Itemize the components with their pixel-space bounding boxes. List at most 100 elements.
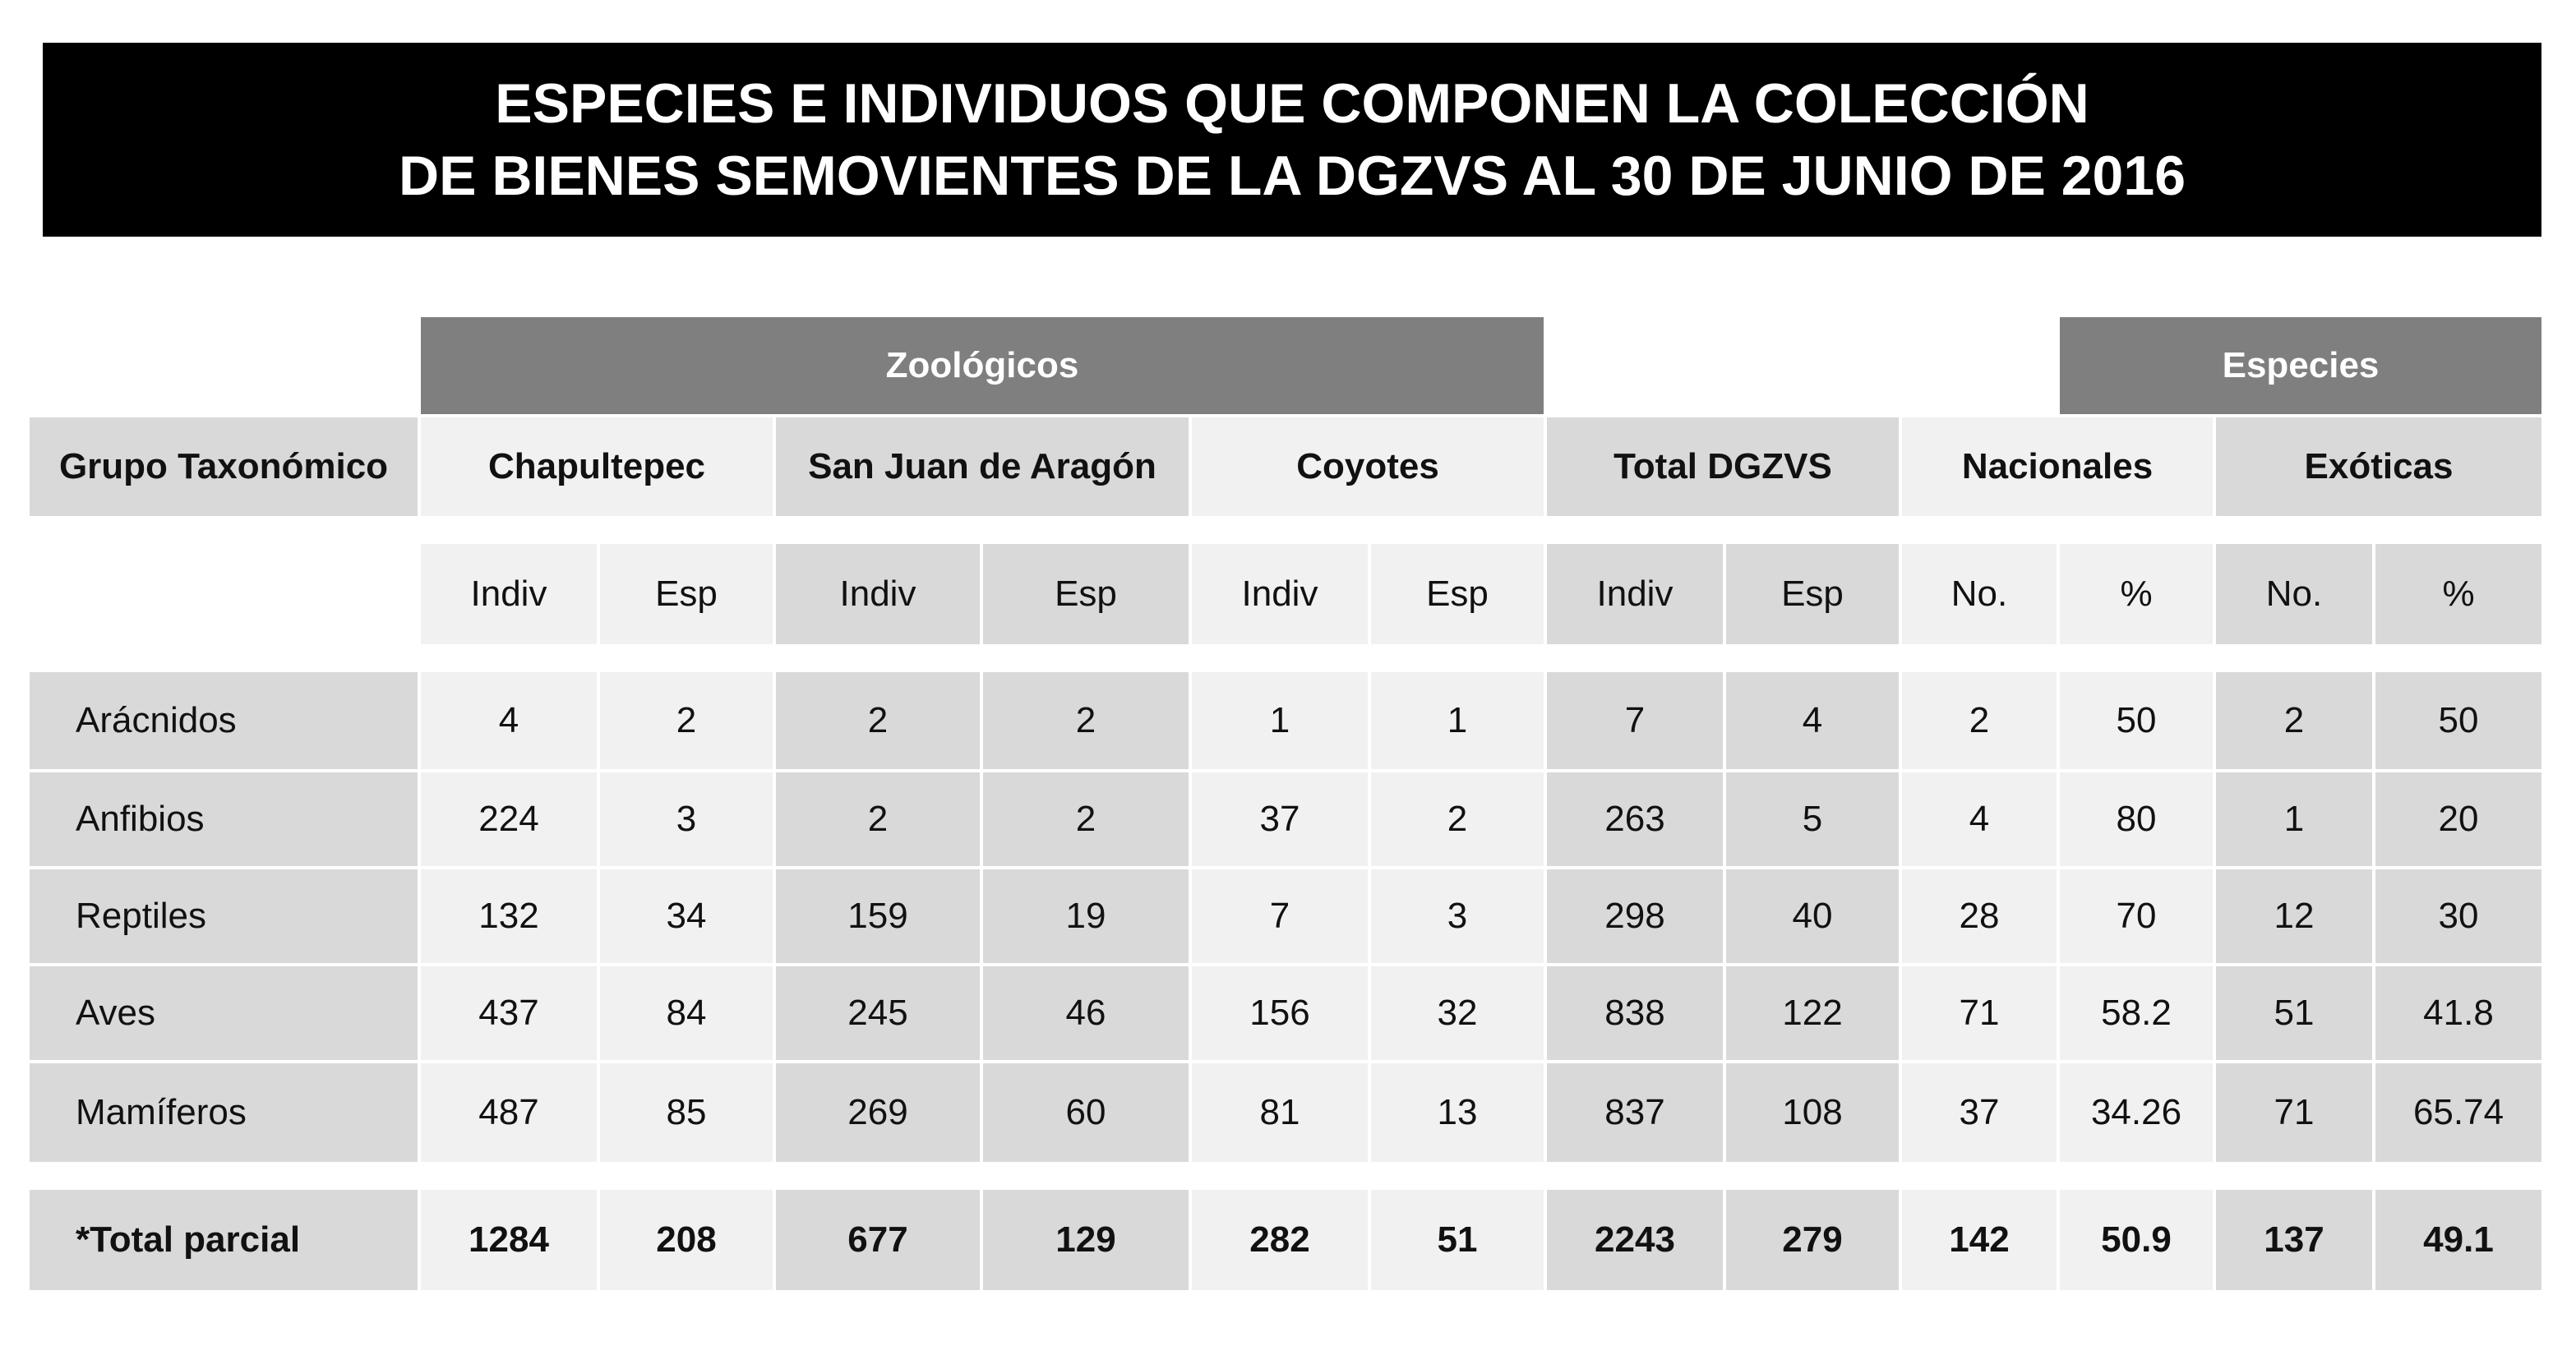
table-cell: 2	[1902, 672, 2057, 769]
row-label: Anfibios	[30, 772, 418, 866]
sub-header: Esp	[1371, 544, 1544, 644]
total-cell: 49.1	[2375, 1190, 2541, 1290]
total-cell: 50.9	[2060, 1190, 2213, 1290]
col-header-aragon: San Juan de Aragón	[776, 417, 1189, 516]
sub-header: Indiv	[421, 544, 597, 644]
row-label: Arácnidos	[30, 672, 418, 769]
table-cell: 1	[2216, 772, 2372, 866]
table-cell: 7	[1192, 869, 1368, 963]
table-cell: 5	[1726, 772, 1899, 866]
table-cell: 51	[2216, 966, 2372, 1060]
sub-header: %	[2060, 544, 2213, 644]
sub-header: No.	[2216, 544, 2372, 644]
col-header-nacionales: Nacionales	[1902, 417, 2213, 516]
table-cell: 224	[421, 772, 597, 866]
total-row-label: *Total parcial	[30, 1190, 418, 1290]
table-cell: 3	[600, 772, 773, 866]
total-cell: 137	[2216, 1190, 2372, 1290]
table-cell: 2	[983, 672, 1189, 769]
title-line-1: ESPECIES E INDIVIDUOS QUE COMPONEN LA CO…	[495, 72, 2089, 135]
table-cell: 838	[1547, 966, 1723, 1060]
table-cell: 71	[1902, 966, 2057, 1060]
table-cell: 108	[1726, 1063, 1899, 1162]
group-header-especies: Especies	[2060, 317, 2541, 414]
table-cell: 50	[2060, 672, 2213, 769]
table-cell: 4	[1902, 772, 2057, 866]
table-cell: 156	[1192, 966, 1368, 1060]
table-cell: 1	[1371, 672, 1544, 769]
col-header-total: Total DGZVS	[1547, 417, 1899, 516]
table-cell: 4	[421, 672, 597, 769]
table-cell: 2	[776, 772, 980, 866]
table-cell: 34	[600, 869, 773, 963]
sub-header: Indiv	[1547, 544, 1723, 644]
table-cell: 30	[2375, 869, 2541, 963]
table-cell: 1	[1192, 672, 1368, 769]
table-cell: 65.74	[2375, 1063, 2541, 1162]
total-cell: 2243	[1547, 1190, 1723, 1290]
total-cell: 279	[1726, 1190, 1899, 1290]
table-cell: 2	[983, 772, 1189, 866]
row-label: Aves	[30, 966, 418, 1060]
total-cell: 282	[1192, 1190, 1368, 1290]
table-cell: 487	[421, 1063, 597, 1162]
table-cell: 71	[2216, 1063, 2372, 1162]
table-cell: 2	[1371, 772, 1544, 866]
sub-header: %	[2375, 544, 2541, 644]
table-cell: 50	[2375, 672, 2541, 769]
table-cell: 122	[1726, 966, 1899, 1060]
table-cell: 70	[2060, 869, 2213, 963]
table-cell: 37	[1192, 772, 1368, 866]
table-cell: 28	[1902, 869, 2057, 963]
table-cell: 41.8	[2375, 966, 2541, 1060]
table-cell: 34.26	[2060, 1063, 2213, 1162]
table-cell: 40	[1726, 869, 1899, 963]
table-cell: 81	[1192, 1063, 1368, 1162]
table-cell: 58.2	[2060, 966, 2213, 1060]
table-cell: 13	[1371, 1063, 1544, 1162]
total-cell: 1284	[421, 1190, 597, 1290]
table-cell: 46	[983, 966, 1189, 1060]
total-cell: 677	[776, 1190, 980, 1290]
col-header-grupo: Grupo Taxonómico	[30, 417, 418, 516]
total-cell: 142	[1902, 1190, 2057, 1290]
table-cell: 2	[2216, 672, 2372, 769]
table-cell: 3	[1371, 869, 1544, 963]
col-header-coyotes: Coyotes	[1192, 417, 1544, 516]
table-cell: 20	[2375, 772, 2541, 866]
sub-header: Esp	[983, 544, 1189, 644]
table-cell: 2	[600, 672, 773, 769]
table-cell: 269	[776, 1063, 980, 1162]
table-cell: 2	[776, 672, 980, 769]
table-cell: 298	[1547, 869, 1723, 963]
total-cell: 129	[983, 1190, 1189, 1290]
table-cell: 80	[2060, 772, 2213, 866]
table-cell: 84	[600, 966, 773, 1060]
sub-header: No.	[1902, 544, 2057, 644]
table-cell: 837	[1547, 1063, 1723, 1162]
table-cell: 37	[1902, 1063, 2057, 1162]
row-label: Reptiles	[30, 869, 418, 963]
col-header-chapultepec: Chapultepec	[421, 417, 773, 516]
table-cell: 60	[983, 1063, 1189, 1162]
sub-header: Indiv	[776, 544, 980, 644]
table-cell: 85	[600, 1063, 773, 1162]
table-cell: 32	[1371, 966, 1544, 1060]
sub-header: Esp	[600, 544, 773, 644]
table-cell: 132	[421, 869, 597, 963]
table-cell: 263	[1547, 772, 1723, 866]
total-cell: 208	[600, 1190, 773, 1290]
table-cell: 245	[776, 966, 980, 1060]
row-label: Mamíferos	[30, 1063, 418, 1162]
table-cell: 7	[1547, 672, 1723, 769]
table-cell: 4	[1726, 672, 1899, 769]
title-banner: ESPECIES E INDIVIDUOS QUE COMPONEN LA CO…	[43, 43, 2541, 237]
sub-header: Esp	[1726, 544, 1899, 644]
table-cell: 12	[2216, 869, 2372, 963]
title-line-2: DE BIENES SEMOVIENTES DE LA DGZVS AL 30 …	[398, 145, 2186, 207]
col-header-exoticas: Exóticas	[2216, 417, 2541, 516]
group-header-zoologicos: Zoológicos	[421, 317, 1544, 414]
table-cell: 159	[776, 869, 980, 963]
table-cell: 437	[421, 966, 597, 1060]
table-cell: 19	[983, 869, 1189, 963]
